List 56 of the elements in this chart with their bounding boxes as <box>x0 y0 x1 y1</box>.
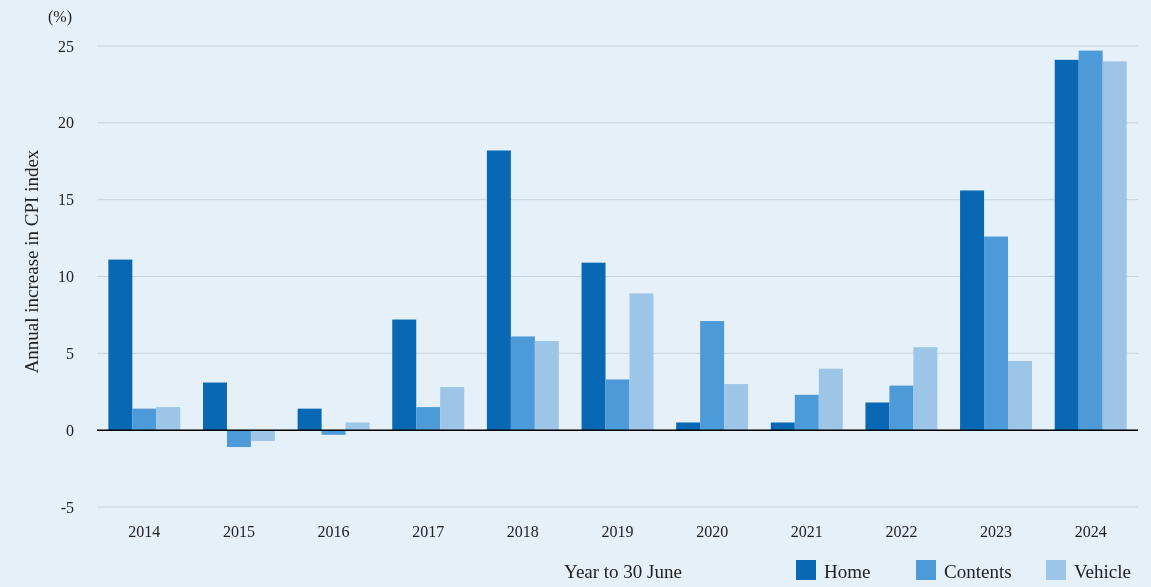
x-tick-label: 2024 <box>1074 523 1107 540</box>
x-tick-label: 2020 <box>696 523 729 540</box>
bar <box>581 262 606 431</box>
bar <box>345 422 370 431</box>
bar <box>984 236 1009 431</box>
bar <box>226 430 251 448</box>
bar <box>889 385 914 431</box>
bar <box>1008 361 1032 431</box>
bar <box>108 259 133 431</box>
bar <box>132 408 157 431</box>
x-tick-label: 2015 <box>222 523 255 540</box>
bar <box>724 384 749 431</box>
legend-label: Contents <box>944 561 1012 582</box>
legend-label: Vehicle <box>1074 561 1131 582</box>
x-tick-label: 2017 <box>412 523 445 540</box>
y-tick-label: 20 <box>58 114 74 132</box>
x-tick-label: 2022 <box>885 523 918 540</box>
bar <box>676 422 701 431</box>
bar <box>770 422 795 431</box>
bar <box>960 190 985 431</box>
bar <box>416 407 441 431</box>
bar <box>913 347 938 431</box>
bar <box>392 319 417 431</box>
y-tick-label: 25 <box>58 37 74 55</box>
bar <box>794 394 819 431</box>
bar <box>250 430 275 441</box>
bar <box>156 407 181 431</box>
y-tick-label: 0 <box>66 421 74 439</box>
x-tick-label: 2023 <box>980 523 1013 540</box>
x-tick-label: 2016 <box>317 523 350 540</box>
legend-label: Home <box>824 561 871 582</box>
bar <box>486 150 511 431</box>
bar <box>865 402 890 431</box>
bar <box>202 382 227 431</box>
x-tick-label: 2021 <box>790 523 823 540</box>
x-tick-label: 2014 <box>128 523 161 540</box>
bar <box>1102 61 1127 431</box>
bar <box>605 379 630 431</box>
bar <box>700 321 725 431</box>
y-tick-label: 15 <box>58 191 74 209</box>
x-tick-label: 2019 <box>601 523 634 540</box>
x-tick-label: 2018 <box>506 523 539 540</box>
y-axis-title: Annual increase in CPI index <box>21 149 42 374</box>
bar <box>818 368 843 431</box>
bar <box>1078 50 1103 431</box>
y-tick-label: -5 <box>60 498 74 516</box>
bar <box>534 341 559 431</box>
bar <box>440 387 465 431</box>
bar <box>297 408 322 431</box>
y-tick-label: 10 <box>58 268 74 286</box>
bar <box>1054 59 1079 431</box>
bar <box>510 336 535 431</box>
text: (%) <box>48 8 72 26</box>
x-axis-title: Year to 30 June <box>564 561 682 582</box>
bar <box>629 293 654 431</box>
y-tick-label: 5 <box>66 344 74 362</box>
